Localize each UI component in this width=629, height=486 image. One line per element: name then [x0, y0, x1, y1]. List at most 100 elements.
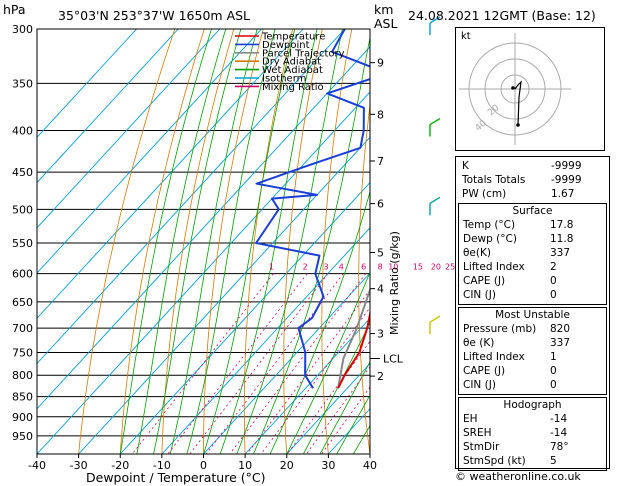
- isotherm: [37, 29, 179, 184]
- altitude-tick-label: 4: [377, 283, 384, 296]
- surface-row: CIN (J) 0: [463, 289, 557, 301]
- hodograph-unit-label: kt: [461, 31, 471, 42]
- temperature-tick-label: 40: [363, 459, 377, 472]
- temperature-tick-label: -40: [28, 459, 46, 472]
- altitude-tick-label: 3: [377, 328, 384, 341]
- unstable-row: Lifted Index 1: [463, 351, 557, 363]
- mixing-ratio-label: 25: [445, 263, 455, 272]
- mixing-ratio-line: [131, 273, 274, 454]
- pressure-tick-label: 750: [12, 346, 33, 359]
- hodograph: kt 40 20: [455, 27, 605, 151]
- mixing-ratio-label: 3: [323, 263, 328, 272]
- pressure-tick-label: 500: [12, 203, 33, 216]
- legend-entry: Dewpoint: [262, 40, 310, 51]
- pressure-tick-label: 900: [12, 411, 33, 424]
- isotherm: [78, 136, 370, 454]
- wind-barb-flag: [429, 315, 441, 323]
- dry-adiabat: [429, 29, 453, 454]
- temperature-tick-label: -20: [111, 459, 129, 472]
- indices-panel: K -9999 Totals Totals -9999 PW (cm) 1.67 Su…: [455, 156, 610, 471]
- diagram-background-lines: [37, 29, 629, 454]
- wet-adiabat: [319, 360, 370, 454]
- wet-adiabat: [203, 29, 296, 454]
- isotherm: [203, 272, 370, 454]
- dry-adiabat: [161, 29, 235, 454]
- mixing-ratio-axis-label: Mixing Ratio (g/kg): [388, 231, 401, 335]
- pressure-tick-label: 550: [12, 237, 33, 250]
- surface-title: Surface: [512, 205, 553, 217]
- surface-section: Surface Temp (°C) 17.8 Dewp (°C) 11.8 θe(K…: [458, 203, 607, 305]
- mixing-ratio-label: 15: [413, 263, 423, 272]
- unstable-row: CIN (J) 0: [463, 379, 557, 391]
- mixing-ratio-line: [229, 273, 367, 454]
- pressure-tick-label: 700: [12, 322, 33, 335]
- isotherm: [286, 362, 370, 454]
- wind-barb-flag: [429, 196, 441, 204]
- pressure-tick-label: 350: [12, 77, 33, 90]
- mixing-ratio-line: [321, 386, 370, 454]
- x-axis-label: Dewpoint / Temperature (°C): [86, 470, 265, 485]
- temperature-line: [337, 309, 370, 389]
- dry-adiabat: [119, 29, 205, 454]
- mixing-ratio-label: 8: [378, 263, 383, 272]
- legend-entry: Parcel Trajectory: [262, 48, 345, 59]
- dry-adiabat: [243, 29, 294, 454]
- hodograph-title: Hodograph: [503, 399, 562, 411]
- mixing-ratio-line: [306, 366, 370, 454]
- dry-adiabat: [617, 29, 629, 454]
- legend-entry: Isotherm: [262, 74, 306, 85]
- pressure-tick-label: 450: [12, 166, 33, 179]
- mixing-ratio-label: 2: [303, 263, 308, 272]
- surface-row: Temp (°C) 17.8: [463, 219, 574, 231]
- unstable-row: Pressure (mb) 820: [463, 323, 571, 335]
- hodograph-row: EH -14: [463, 413, 568, 425]
- temperature-tick-label: 20: [280, 459, 294, 472]
- lcl-label: LCL: [383, 353, 404, 366]
- hodograph-trace: [514, 80, 522, 126]
- altitude-tick-label: 6: [377, 198, 384, 211]
- temperature-tick-label: -30: [70, 459, 88, 472]
- stability-indices: K -9999 Totals Totals -9999 PW (cm) 1.67: [458, 159, 607, 201]
- pressure-tick-label: 600: [12, 268, 33, 281]
- surface-row: CAPE (J) 0: [463, 275, 557, 287]
- dry-adiabat: [358, 102, 370, 454]
- hodograph-section: Hodograph EH -14 SREH -14 StmDir 78° StmSpd…: [458, 397, 607, 471]
- km-label: km: [374, 2, 393, 17]
- pressure-tick-label: 400: [12, 125, 33, 138]
- pressure-tick-label: 950: [12, 430, 33, 443]
- legend-entry: Temperature: [261, 32, 325, 43]
- pressure-tick-label: 650: [12, 296, 33, 309]
- dry-adiabat: [78, 29, 176, 454]
- axes: 3003504004505005506006507007508008509009…: [12, 23, 455, 472]
- wet-adiabat: [219, 29, 318, 454]
- mixing-ratio-label: 6: [361, 263, 366, 272]
- isotherm: [37, 91, 370, 454]
- dry-adiabat: [321, 29, 353, 454]
- dry-adiabat: [203, 29, 264, 454]
- most-unstable-title: Most Unstable: [495, 309, 570, 321]
- credit-text: © weatheronline.co.uk: [455, 470, 581, 483]
- isotherm: [37, 29, 221, 229]
- pressure-tick-label: 800: [12, 369, 33, 382]
- wet-adiabat: [303, 321, 370, 454]
- legend-entry: Wet Adiabat: [262, 65, 323, 76]
- altitude-tick-label: 5: [377, 246, 384, 259]
- wet-adiabat: [236, 29, 343, 454]
- wet-adiabat: [253, 35, 370, 454]
- index-row: PW (cm) 1.67: [462, 188, 575, 200]
- altitude-tick-label: 8: [377, 108, 384, 121]
- wet-adiabat: [186, 29, 276, 454]
- surface-row: θe(K) 337: [463, 247, 571, 259]
- wind-barb-flag: [429, 117, 441, 126]
- pressure-tick-label: 850: [12, 391, 33, 404]
- index-row: Totals Totals -9999: [462, 174, 582, 186]
- wind-barbs: [429, 16, 441, 335]
- mixing-ratio-line: [246, 289, 370, 454]
- hodograph-row: StmDir 78°: [463, 441, 569, 453]
- surface-row: Lifted Index 2: [463, 261, 557, 273]
- altitude-tick-label: 7: [377, 155, 384, 168]
- mixing-ratio-label: 20: [431, 263, 441, 272]
- wet-adiabat: [153, 29, 242, 454]
- location-title: 35°03'N 253°37'W 1650m ASL: [58, 8, 250, 23]
